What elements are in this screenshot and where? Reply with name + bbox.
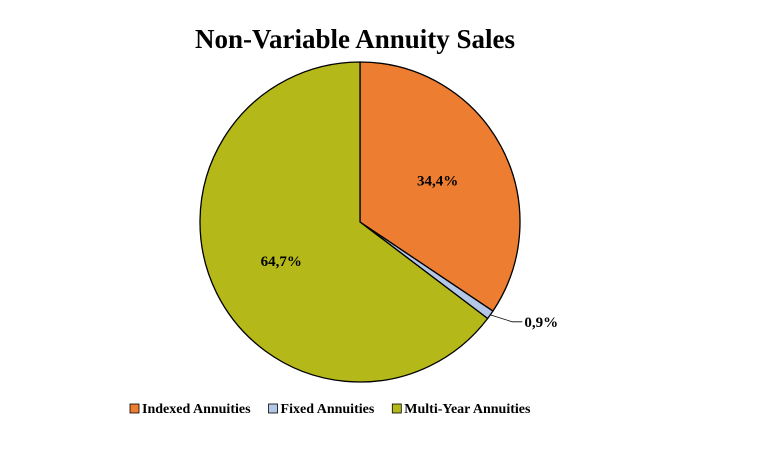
pie-slice-indexed-annuities bbox=[359, 61, 521, 312]
data-label-fixed-annuities: 0,9% bbox=[524, 315, 558, 331]
legend-label-indexed-annuities: Indexed Annuities bbox=[142, 402, 251, 417]
pie-slice-multi-year-annuities bbox=[199, 61, 489, 383]
legend-swatch-fixed-annuities bbox=[268, 403, 278, 414]
data-label-multi-year-annuities: 64,7% bbox=[261, 254, 302, 270]
data-label-indexed-annuities: 34,4% bbox=[417, 174, 458, 190]
legend-swatch-multi-year-annuities bbox=[391, 403, 402, 414]
pie-data-labels: 34,4% 0,9% 64,7% bbox=[261, 174, 558, 331]
leader-line-fixed-annuities bbox=[490, 314, 523, 323]
legend-swatch-indexed-annuities bbox=[129, 403, 140, 414]
chart-title: Non-Variable Annuity Sales bbox=[195, 24, 515, 54]
legend-label-fixed-annuities: Fixed Annuities bbox=[281, 402, 375, 417]
pie-slices bbox=[199, 61, 521, 383]
legend: Indexed Annuities Fixed Annuities Multi-Ye… bbox=[129, 402, 531, 417]
legend-label-multi-year-annuities: Multi-Year Annuities bbox=[404, 402, 531, 417]
